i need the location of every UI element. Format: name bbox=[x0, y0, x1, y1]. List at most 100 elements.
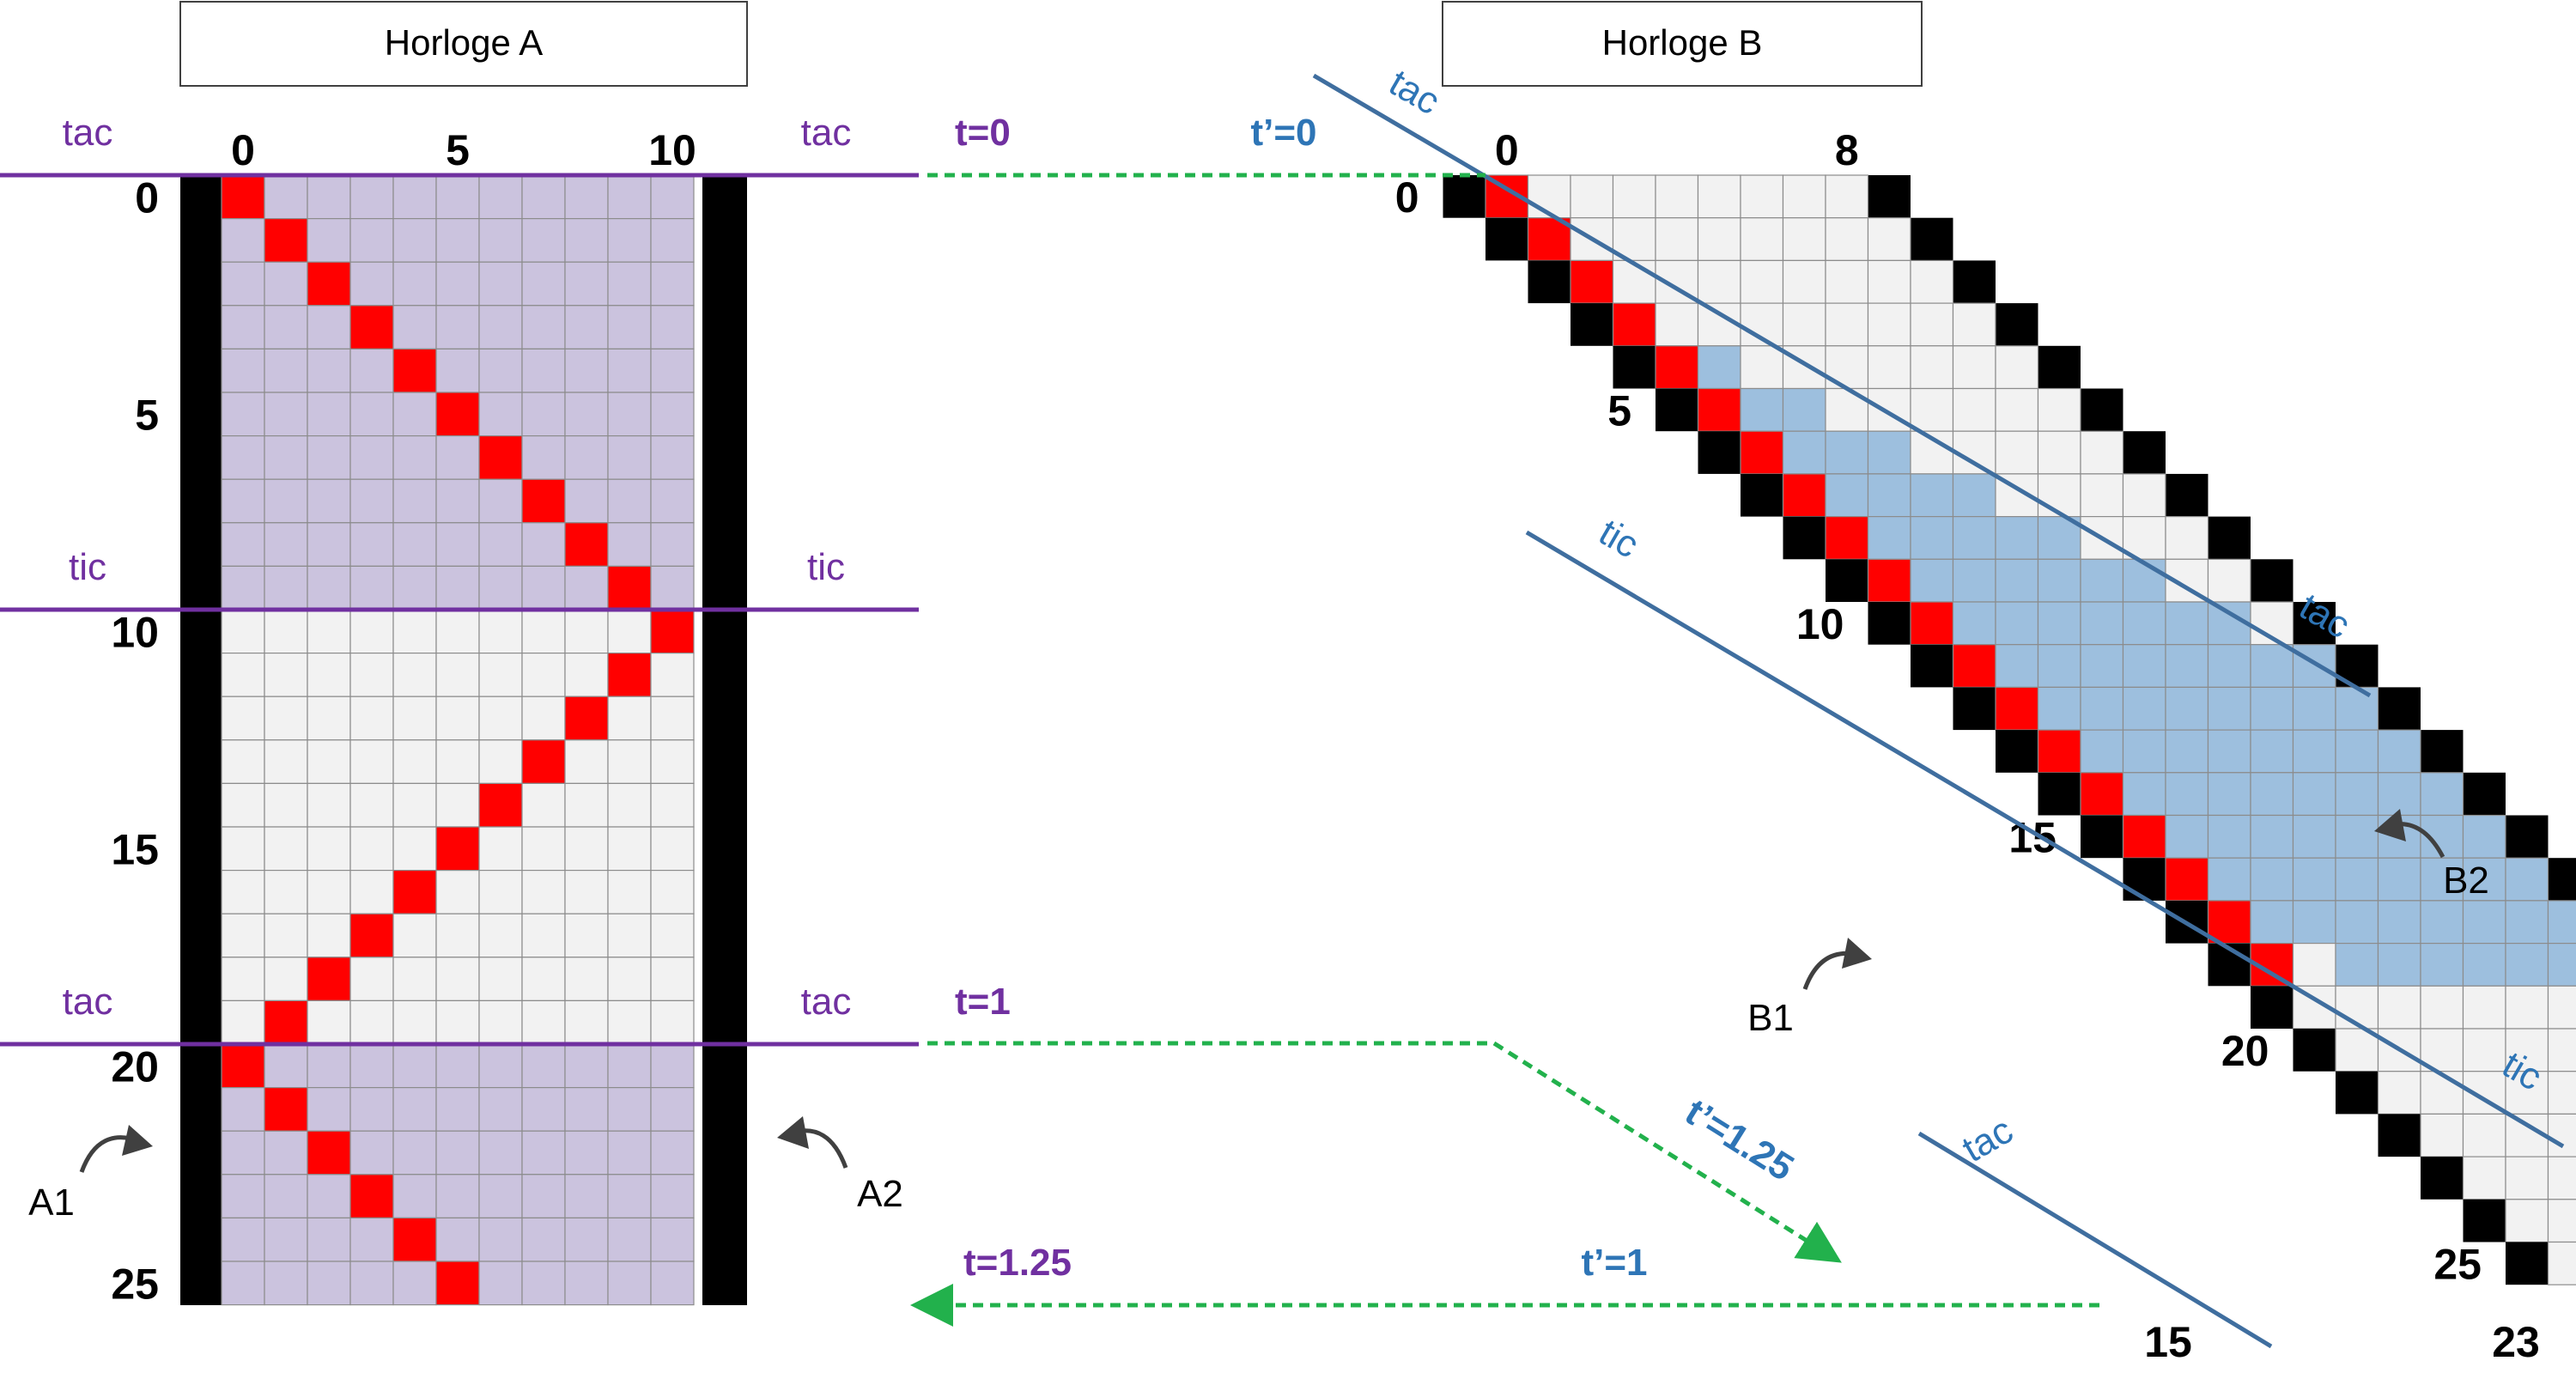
grid-cell bbox=[521, 696, 566, 741]
grid-cell bbox=[349, 174, 394, 220]
grid-cell bbox=[564, 305, 609, 349]
grid-cell bbox=[435, 348, 480, 393]
grid-cell bbox=[392, 565, 437, 611]
grid-cell bbox=[264, 739, 308, 784]
grid-cell bbox=[521, 1130, 566, 1176]
grid-cell bbox=[1740, 345, 1784, 390]
photon-cell bbox=[307, 957, 351, 1002]
grid-cell bbox=[2292, 900, 2336, 945]
grid-cell bbox=[349, 652, 394, 697]
grid-cell bbox=[264, 565, 308, 611]
photon-cell bbox=[1655, 345, 1699, 390]
grid-cell bbox=[478, 261, 523, 307]
grid-cell bbox=[564, 1217, 609, 1262]
clock-b-left-mirror-cell bbox=[2123, 858, 2166, 901]
grid-cell bbox=[2122, 473, 2166, 518]
grid-cell bbox=[650, 999, 695, 1045]
grid-cell bbox=[221, 609, 265, 654]
grid-cell bbox=[1782, 387, 1826, 432]
grid-cell bbox=[607, 999, 652, 1045]
grid-cell bbox=[521, 869, 566, 914]
grid-cell bbox=[521, 435, 566, 480]
grid-cell bbox=[349, 1261, 394, 1306]
grid-cell bbox=[264, 696, 308, 741]
grid-cell bbox=[1995, 558, 2039, 603]
grid-cell bbox=[650, 826, 695, 872]
grid-cell bbox=[1825, 217, 1869, 261]
grid-cell bbox=[392, 435, 437, 480]
grid-cell bbox=[2292, 686, 2336, 731]
grid-cell bbox=[650, 652, 695, 697]
grid-cell bbox=[2505, 1156, 2549, 1200]
grid-cell bbox=[478, 652, 523, 697]
photon-cell bbox=[221, 1043, 265, 1089]
photon-cell bbox=[349, 913, 394, 958]
photon-cell bbox=[392, 1217, 437, 1262]
photon-cell bbox=[1697, 387, 1741, 432]
grid-cell bbox=[349, 696, 394, 741]
grid-cell bbox=[2037, 644, 2081, 689]
grid-cell bbox=[264, 957, 308, 1002]
grid-cell bbox=[392, 782, 437, 828]
grid-cell bbox=[650, 696, 695, 741]
grid-cell bbox=[221, 1261, 265, 1306]
clock-b-right-mirror-cell bbox=[2421, 730, 2464, 773]
grid-cell bbox=[392, 609, 437, 654]
grid-cell bbox=[435, 696, 480, 741]
grid-cell bbox=[349, 739, 394, 784]
grid-cell bbox=[2420, 1071, 2464, 1115]
clock-b-title: Horloge B bbox=[1602, 22, 1763, 63]
clock-a-row-label: 5 bbox=[135, 391, 159, 439]
grid-cell bbox=[521, 565, 566, 611]
grid-cell bbox=[392, 478, 437, 524]
grid-cell bbox=[607, 696, 652, 741]
grid-cell bbox=[1910, 259, 1954, 304]
grid-cell bbox=[607, 1174, 652, 1219]
grid-cell bbox=[1952, 601, 1996, 646]
grid-cell bbox=[307, 1217, 351, 1262]
grid-cell bbox=[650, 435, 695, 480]
grid-cell bbox=[435, 999, 480, 1045]
grid-cell bbox=[2122, 644, 2166, 689]
grid-cell bbox=[1867, 387, 1911, 432]
grid-cell bbox=[264, 652, 308, 697]
grid-cell bbox=[2122, 601, 2166, 646]
grid-cell bbox=[2080, 686, 2124, 731]
grid-cell bbox=[1697, 174, 1741, 219]
grid-cell bbox=[2037, 430, 2081, 475]
grid-cell bbox=[2207, 644, 2251, 689]
grid-cell bbox=[650, 1261, 695, 1306]
grid-cell bbox=[264, 869, 308, 914]
grid-cell bbox=[2377, 772, 2421, 817]
grid-cell bbox=[349, 522, 394, 567]
clock-b-right-mirror-cell bbox=[2166, 473, 2208, 517]
clock-b-right-mirror-cell bbox=[2548, 858, 2576, 901]
clock-b-row-label: 10 bbox=[1796, 600, 1844, 648]
grid-cell bbox=[607, 348, 652, 393]
grid-cell bbox=[2377, 857, 2421, 902]
grid-cell bbox=[2080, 644, 2124, 689]
grid-cell bbox=[2420, 942, 2464, 987]
clock-a-row-label: 10 bbox=[111, 608, 159, 656]
grid-cell bbox=[521, 913, 566, 958]
grid-cell bbox=[2547, 942, 2576, 987]
grid-cell bbox=[564, 1174, 609, 1219]
grid-cell bbox=[264, 1174, 308, 1219]
grid-cell bbox=[607, 435, 652, 480]
grid-cell bbox=[221, 392, 265, 437]
grid-cell bbox=[435, 957, 480, 1002]
grid-cell bbox=[564, 1130, 609, 1176]
clock-b-left-mirror-cell bbox=[1443, 175, 1485, 218]
grid-cell bbox=[478, 1261, 523, 1306]
clock-b-time-label: t’=0 bbox=[1250, 112, 1316, 154]
grid-cell bbox=[521, 218, 566, 263]
clock-a-time-label: t=1 bbox=[955, 981, 1011, 1023]
grid-cell bbox=[478, 522, 523, 567]
clock-a-tick-label: tac bbox=[63, 981, 113, 1023]
grid-cell bbox=[607, 739, 652, 784]
grid-cell bbox=[307, 999, 351, 1045]
grid-cell bbox=[349, 999, 394, 1045]
grid-cell bbox=[435, 1217, 480, 1262]
grid-cell bbox=[607, 305, 652, 349]
grid-cell bbox=[478, 913, 523, 958]
